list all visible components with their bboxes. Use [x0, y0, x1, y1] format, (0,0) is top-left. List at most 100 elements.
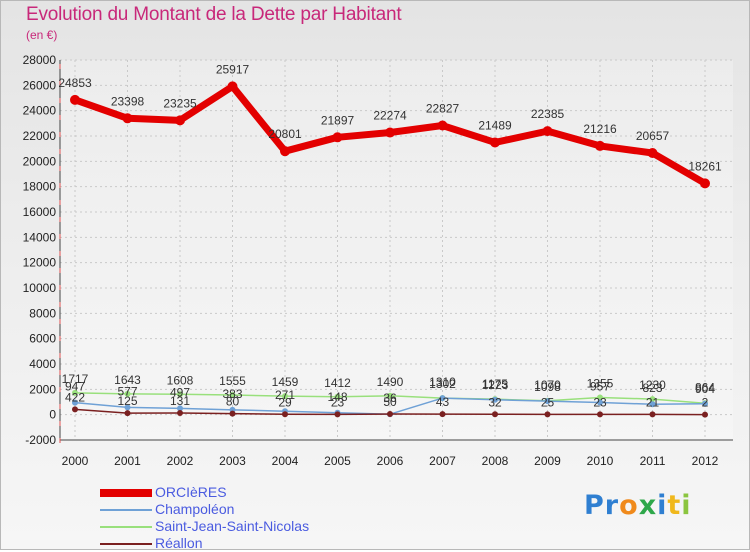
data-label: 1310: [429, 375, 456, 389]
x-tick-label: 2006: [377, 454, 404, 468]
data-point: [649, 396, 656, 403]
data-point: [229, 410, 236, 417]
data-label: 80: [226, 395, 240, 409]
data-label: 823: [642, 381, 662, 395]
x-tick-label: 2000: [62, 454, 89, 468]
x-tick-label: 2010: [587, 454, 614, 468]
data-point: [597, 399, 603, 406]
data-point: [544, 411, 551, 418]
chart-unit: (en €): [26, 28, 58, 42]
data-point: [124, 410, 131, 417]
data-label: 125: [117, 394, 137, 408]
data-point: [492, 411, 498, 418]
y-tick-label: 10000: [23, 281, 57, 295]
data-label: 21: [646, 395, 660, 409]
data-label: 1223: [482, 378, 509, 392]
data-point: [227, 81, 238, 92]
data-point: [122, 113, 133, 124]
data-label: 21216: [583, 122, 617, 136]
data-point: [597, 394, 603, 401]
data-label: 23235: [163, 96, 197, 110]
y-tick-label: 12000: [23, 256, 57, 270]
data-label: 1555: [219, 374, 246, 388]
legend-swatch-reallon: [100, 543, 152, 545]
data-label: 29: [278, 395, 292, 409]
data-point: [647, 148, 658, 159]
data-label: 23: [593, 395, 607, 409]
data-label: 1302: [429, 377, 456, 391]
data-point: [124, 404, 131, 411]
chart-title: Evolution du Montant de la Dette par Hab…: [26, 4, 402, 25]
data-point: [177, 405, 183, 412]
data-label: 50: [383, 395, 397, 409]
data-label: 1490: [377, 375, 404, 389]
data-point: [542, 126, 553, 137]
data-point: [175, 115, 185, 126]
data-point: [72, 406, 78, 413]
y-tick-label: 16000: [23, 205, 57, 219]
x-tick-label: 2008: [482, 454, 509, 468]
data-point: [492, 396, 498, 403]
data-point: [439, 411, 446, 418]
y-tick-label: 20000: [23, 154, 57, 168]
data-point: [124, 390, 131, 397]
data-point: [649, 411, 656, 418]
data-label: 20801: [268, 127, 302, 141]
data-label: 43: [436, 395, 450, 409]
data-point: [177, 410, 183, 417]
y-tick-label: 8000: [29, 306, 56, 320]
logo-letter: t: [667, 490, 682, 521]
data-label: 1098: [534, 380, 561, 394]
y-tick-label: 2000: [29, 382, 56, 396]
data-point: [72, 389, 78, 396]
legend-swatch-champoleon: [100, 509, 152, 511]
data-label: 131: [170, 394, 190, 408]
data-label: 32: [488, 395, 502, 409]
data-point: [282, 411, 288, 418]
y-tick-label: 14000: [23, 230, 57, 244]
data-label: 1608: [167, 373, 194, 387]
data-label: 20657: [636, 129, 670, 143]
data-label: 23: [331, 395, 345, 409]
x-tick-label: 2011: [640, 454, 666, 468]
data-label: 1175: [482, 377, 508, 391]
data-label: 947: [65, 380, 85, 394]
data-label: 1355: [587, 377, 614, 391]
data-label: 577: [117, 384, 137, 398]
data-point: [702, 400, 708, 407]
data-point: [700, 178, 710, 189]
data-point: [702, 411, 708, 418]
x-tick-label: 2001: [114, 454, 141, 468]
logo-letter: x: [638, 490, 658, 521]
data-label: 1643: [114, 373, 141, 387]
data-label: 23398: [111, 94, 145, 108]
data-label: 25917: [216, 62, 250, 76]
data-point: [595, 140, 605, 151]
data-label: 957: [590, 380, 610, 394]
x-tick-label: 2009: [534, 454, 561, 468]
data-label: 1717: [62, 372, 89, 386]
data-label: 271: [275, 388, 295, 402]
data-point: [385, 127, 395, 138]
y-tick-label: -2000: [25, 433, 56, 447]
data-label: 2: [702, 396, 709, 410]
x-tick-label: 2005: [324, 454, 351, 468]
logo-letter: o: [619, 490, 639, 521]
legend-label-champoleon: Champoléon: [155, 501, 235, 517]
data-label: 148: [327, 390, 347, 404]
data-label: 21897: [321, 113, 355, 127]
data-point: [437, 120, 448, 131]
data-label: 24853: [58, 76, 92, 90]
legend-swatch-orcieres: [100, 489, 152, 497]
y-tick-label: 6000: [29, 332, 56, 346]
x-tick-label: 2004: [272, 454, 299, 468]
data-label: 864: [695, 381, 715, 395]
data-point: [280, 146, 290, 157]
legend-label-saint-jean: Saint-Jean-Saint-Nicolas: [155, 518, 310, 534]
y-tick-label: 4000: [29, 357, 56, 371]
data-label: 21489: [478, 118, 512, 132]
proxiti-logo: Proxiti: [584, 490, 692, 521]
data-label: 422: [65, 390, 85, 404]
data-point: [282, 393, 288, 400]
